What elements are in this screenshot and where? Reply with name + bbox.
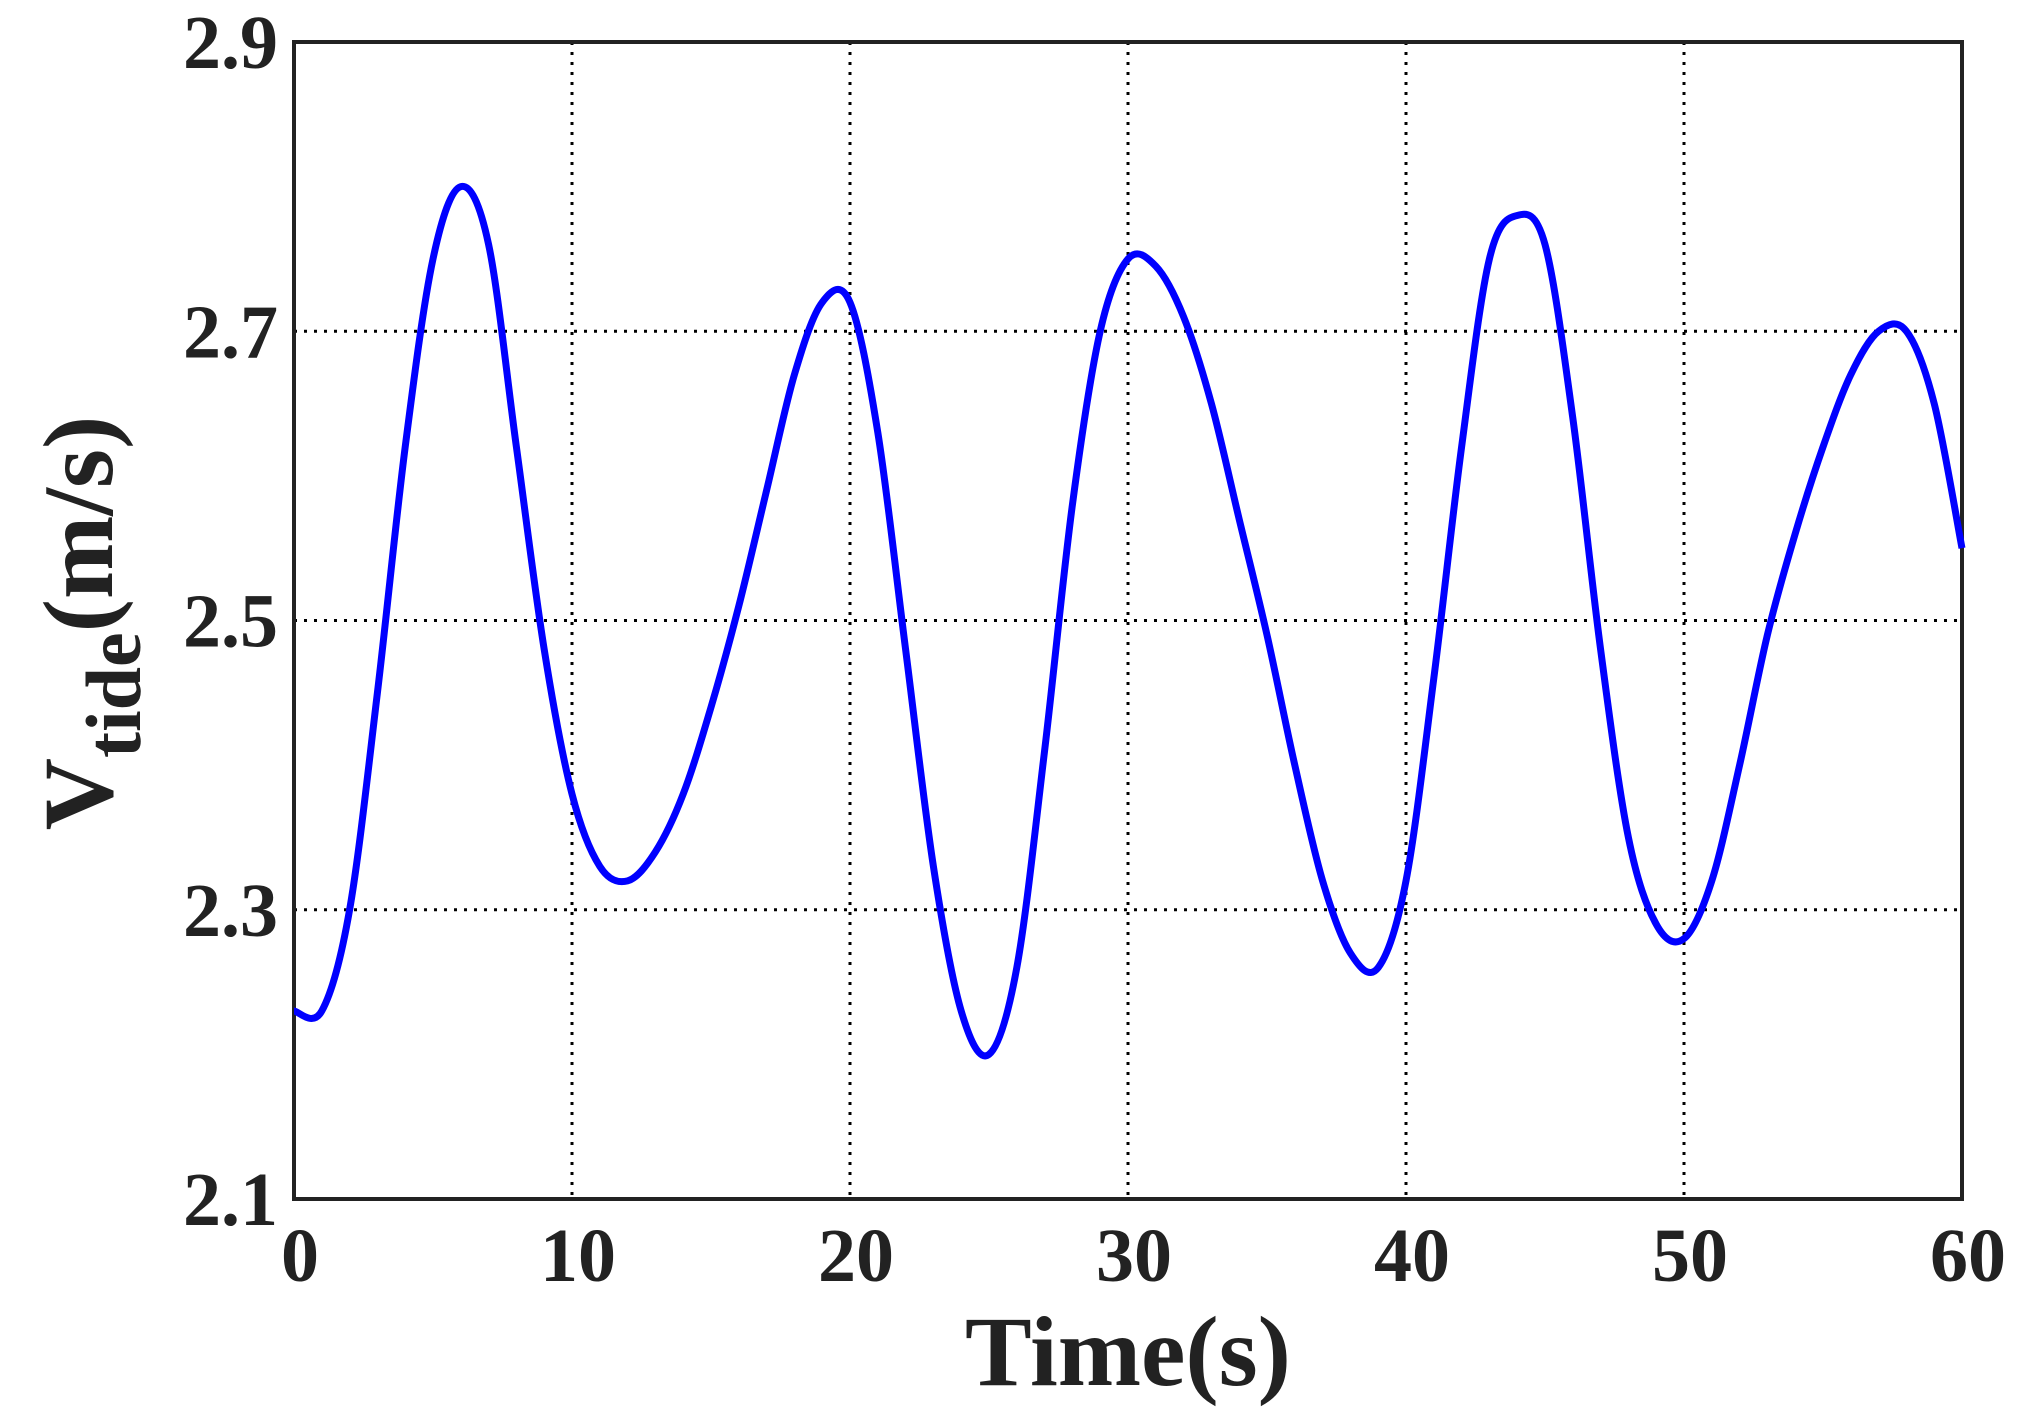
y-tick-label: 2.3 xyxy=(183,869,278,953)
y-tick-label: 2.9 xyxy=(183,1,278,85)
x-tick-label: 10 xyxy=(540,1214,616,1298)
x-axis-label: Time(s) xyxy=(965,1296,1291,1407)
y-tick-label: 2.1 xyxy=(183,1158,278,1242)
x-tick-label: 20 xyxy=(818,1214,894,1298)
x-tick-label: 30 xyxy=(1096,1214,1172,1298)
y-axis-label-base: V xyxy=(23,758,134,830)
x-tick-label: 60 xyxy=(1930,1214,2006,1298)
y-tick-label: 2.7 xyxy=(183,290,278,374)
y-axis-label-subscript: tide xyxy=(70,632,157,758)
y-tick-label: 2.5 xyxy=(183,580,278,664)
x-tick-label: 40 xyxy=(1374,1214,1450,1298)
x-tick-label: 0 xyxy=(281,1214,319,1298)
y-axis-label-suffix: (m/s) xyxy=(23,416,134,633)
plot-frame xyxy=(292,40,1964,1201)
x-tick-label: 50 xyxy=(1652,1214,1728,1298)
y-axis-label: Vtide(m/s) xyxy=(23,416,157,830)
data-line xyxy=(292,183,1966,1060)
